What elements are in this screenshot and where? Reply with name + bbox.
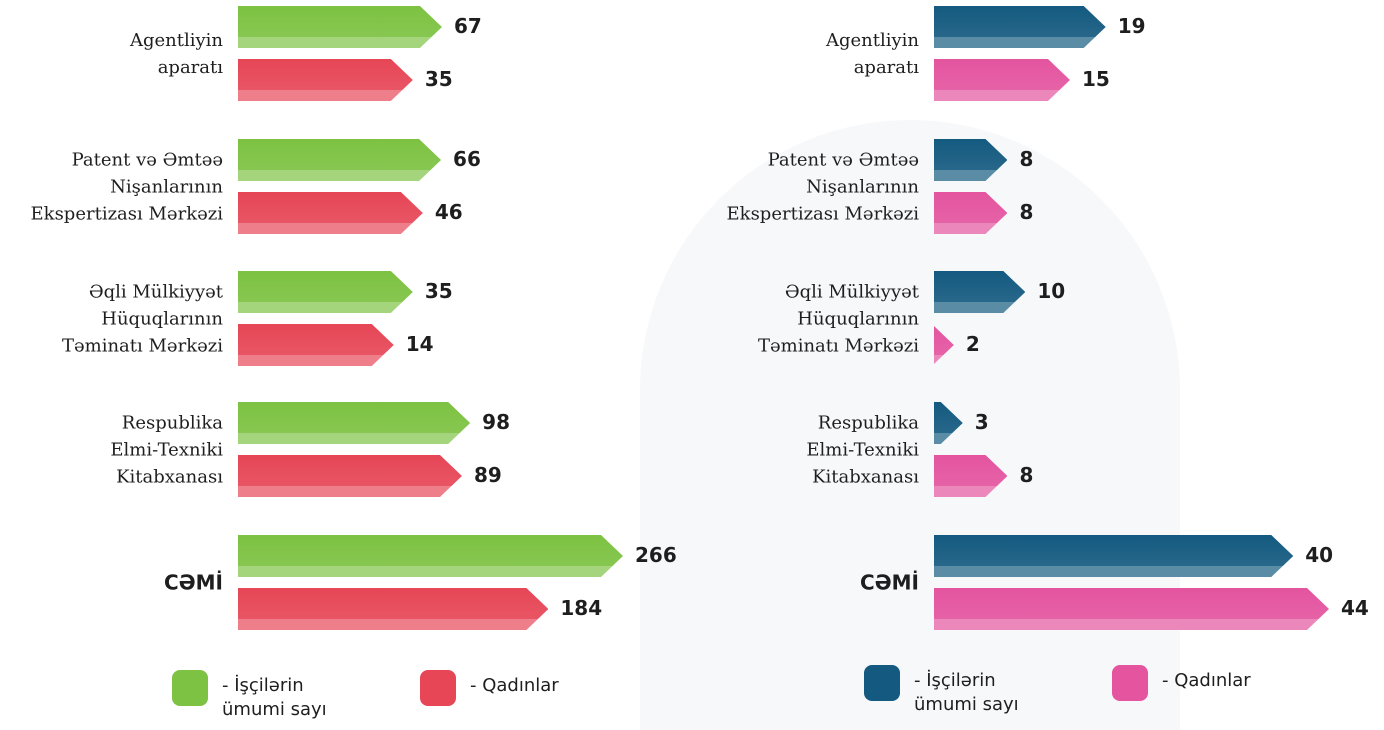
bar [238,402,470,444]
legend-label: - Qadınlar [470,675,559,696]
value-label: 19 [1117,14,1146,38]
value-label: 89 [473,463,502,487]
category-label: Patent və Əmtəə Nişanlarının Ekspertizas… [726,149,919,225]
legend-swatch [1112,665,1148,701]
category-label: Agentliyin aparatı [825,30,919,78]
value-label: 15 [1081,67,1110,91]
category-label: Respublika Elmi-Texniki Kitabxanası [806,412,919,488]
bar [238,59,413,101]
category-label: Əqli Mülkiyyət Hüquqlarının Təminatı Mər… [757,281,919,357]
bar [934,535,1293,577]
value-label: 35 [424,67,453,91]
legend-swatch [172,670,208,706]
bar [238,192,423,234]
bar [238,455,462,497]
category-label: Agentliyin aparatı [129,30,223,78]
value-label: 3 [974,410,989,434]
value-label: 44 [1341,596,1369,620]
value-label: 8 [1019,463,1034,487]
value-label: 35 [424,279,453,303]
bar [238,588,548,630]
category-label: Patent və Əmtəə Nişanlarının Ekspertizas… [30,149,223,225]
category-label: Əqli Mülkiyyət Hüquqlarının Təminatı Mər… [61,281,223,357]
value-label: 266 [635,543,677,567]
bar [238,6,442,48]
bar [934,6,1106,48]
value-label: 10 [1037,279,1066,303]
value-label: 14 [405,332,434,356]
value-label: 2 [965,332,980,356]
legend-label: - Qadınlar [1162,670,1251,691]
value-label: 40 [1305,543,1334,567]
bar [238,535,623,577]
bar [238,324,394,366]
value-label: 66 [453,147,481,171]
value-label: 8 [1019,200,1034,224]
bar [238,271,413,313]
value-label: 98 [482,410,510,434]
value-label: 8 [1019,147,1034,171]
bar [934,271,1025,313]
bar [934,588,1329,630]
value-label: 67 [453,14,482,38]
value-label: 46 [434,200,463,224]
category-label: CƏMİ [163,570,223,595]
legend-swatch [864,665,900,701]
value-label: 184 [560,596,603,620]
category-label: CƏMİ [859,570,919,595]
legend-label: - İşçilərin ümumi sayı [914,670,1019,715]
bar [934,59,1070,101]
legend-label: - İşçilərin ümumi sayı [222,675,327,720]
legend-swatch [420,670,456,706]
bar [238,139,441,181]
category-label: Respublika Elmi-Texniki Kitabxanası [110,412,223,488]
